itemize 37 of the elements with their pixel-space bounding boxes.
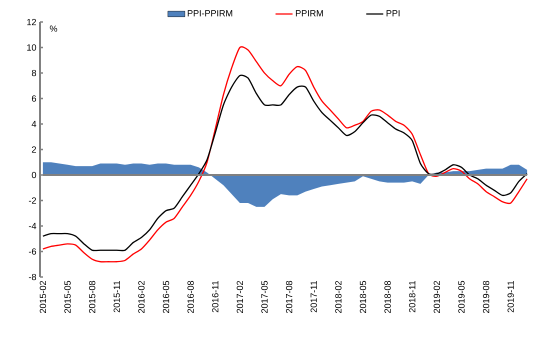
x-tick-label: 2016-02 (138, 280, 145, 313)
y-tick-label: -4 (28, 222, 36, 230)
y-tick-label: -6 (28, 248, 36, 255)
x-tick-label: 2018-08 (384, 280, 391, 313)
x-tick-label: 2015-02 (40, 280, 46, 313)
line-series (42, 74, 528, 252)
x-tick-label: 2016-08 (187, 280, 194, 313)
legend-label: PPI-PPIRM (188, 10, 232, 16)
x-tick-label: 2018-11 (409, 280, 416, 312)
y-tick-label: 4 (32, 120, 36, 128)
x-tick-label: 2019-11 (508, 280, 514, 312)
x-tick-label: 2015-11 (114, 280, 120, 312)
y-tick-label: -8 (28, 274, 36, 280)
y-tick-label: 2 (32, 146, 36, 153)
y-tick-label: 0 (32, 172, 36, 178)
y-tick-label: 6 (32, 95, 36, 102)
x-tick-label: 2017-05 (261, 280, 268, 313)
x-tick-label: 2017-11 (310, 280, 317, 312)
y-tick-label: -2 (28, 197, 36, 204)
x-tick-label: 2019-08 (482, 280, 490, 313)
x-tick-label: 2018-05 (360, 280, 366, 313)
x-tick-label: 2016-05 (162, 280, 170, 313)
y-axis-title: % (50, 26, 58, 32)
y-tick-label: 12 (27, 18, 36, 26)
legend-label: PPI (386, 10, 400, 16)
y-tick-label: 8 (32, 70, 36, 76)
x-tick-label: 2015-05 (64, 280, 71, 313)
x-tick-label: 2017-08 (286, 280, 292, 313)
line-series (42, 46, 528, 262)
x-tick-label: 2018-02 (335, 280, 342, 313)
legend-label: PPIRM (296, 10, 323, 16)
x-tick-label: 2017-02 (236, 280, 244, 313)
x-tick-label: 2019-02 (434, 280, 440, 313)
x-tick-label: 2019-05 (458, 280, 465, 313)
x-tick-label: 2015-08 (88, 280, 96, 313)
x-tick-label: 2016-11 (212, 280, 218, 312)
y-tick-label: 10 (27, 44, 36, 51)
